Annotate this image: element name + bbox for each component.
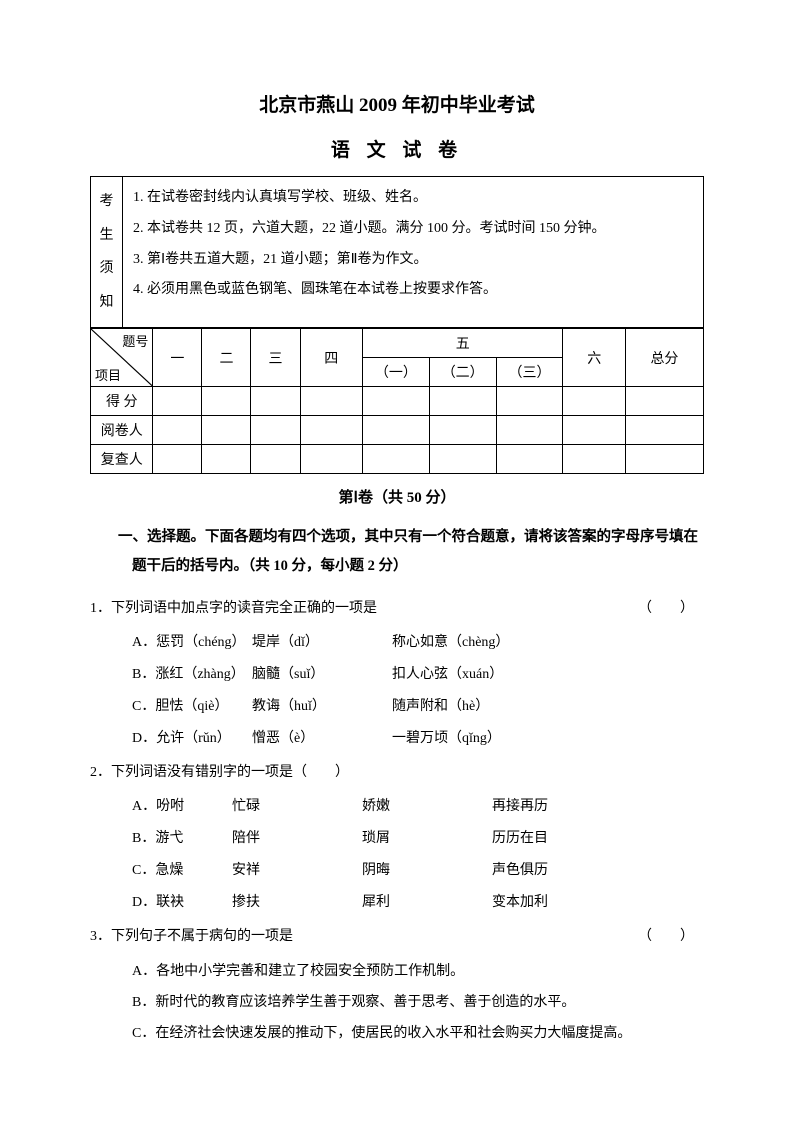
option-row: C．胆怯（qiè） 教诲（huǐ） 随声附和（hè） <box>90 693 704 721</box>
option: 扣人心弦（xuán） <box>392 661 552 689</box>
instruction-content: 1. 在试卷密封线内认真填写学校、班级、姓名。 2. 本试卷共 12 页，六道大… <box>123 177 704 328</box>
option: A．各地中小学完善和建立了校园安全预防工作机制。 <box>90 957 704 988</box>
option: 脑髓（suǐ） <box>252 661 392 689</box>
row-label: 得 分 <box>91 387 153 416</box>
col-header: 四 <box>300 329 362 387</box>
col-header-total: 总分 <box>625 329 703 387</box>
option: 掺扶 <box>232 889 362 917</box>
diag-cell: 题号 项目 <box>91 329 153 387</box>
col-header: 六 <box>563 329 625 387</box>
option: 历历在目 <box>492 825 622 853</box>
q1-stem-text: 1．下列词语中加点字的读音完全正确的一项是 <box>90 601 377 616</box>
answer-paren: （ ） <box>638 923 694 951</box>
col-header: 一 <box>153 329 202 387</box>
option-row: B．游弋 陪伴 琐屑 历历在目 <box>90 825 704 853</box>
option: A．惩罚（chéng） <box>132 629 252 657</box>
answer-paren: （ ） <box>638 595 694 623</box>
question-1: 1．下列词语中加点字的读音完全正确的一项是 （ ） A．惩罚（chéng） 堤岸… <box>90 595 704 753</box>
diag-top: 题号 <box>122 331 148 350</box>
option: 再接再历 <box>492 793 622 821</box>
col-sub: （三） <box>496 358 563 387</box>
option: C．在经济社会快速发展的推动下，使居民的收入水平和社会购买力大幅度提高。 <box>90 1019 704 1050</box>
option: 堤岸（dǐ） <box>252 629 392 657</box>
col-header-5: 五 <box>362 329 563 358</box>
option: B．涨红（zhàng） <box>132 661 252 689</box>
col-header: 三 <box>251 329 300 387</box>
option-row: A．吩咐 忙碌 娇嫩 再接再历 <box>90 793 704 821</box>
option: B．游弋 <box>132 825 232 853</box>
option: A．吩咐 <box>132 793 232 821</box>
instruction-label: 考生须知 <box>91 177 123 328</box>
option: 一碧万顷（qǐng） <box>392 725 552 753</box>
option: 犀利 <box>362 889 492 917</box>
option: 忙碌 <box>232 793 362 821</box>
option-row: D．允许（rǔn） 憎恶（è） 一碧万顷（qǐng） <box>90 725 704 753</box>
option: 随声附和（hè） <box>392 693 552 721</box>
option-row: D．联袂 掺扶 犀利 变本加利 <box>90 889 704 917</box>
option: 安祥 <box>232 857 362 885</box>
section-1-title: 一、选择题。下面各题均有四个选项，其中只有一个符合题意，请将该答案的字母序号填在… <box>90 523 704 581</box>
option-row: C．急燥 安祥 阴晦 声色俱历 <box>90 857 704 885</box>
q2-stem: 2．下列词语没有错别字的一项是（ ） <box>90 759 704 787</box>
option-row: B．涨红（zhàng） 脑髓（suǐ） 扣人心弦（xuán） <box>90 661 704 689</box>
option: D．允许（rǔn） <box>132 725 252 753</box>
option: C．胆怯（qiè） <box>132 693 252 721</box>
option: 娇嫩 <box>362 793 492 821</box>
score-table: 题号 项目 一 二 三 四 五 六 总分 （一） （二） （三） 得 分 阅卷人… <box>90 328 704 474</box>
option: 阴晦 <box>362 857 492 885</box>
row-label: 阅卷人 <box>91 416 153 445</box>
option: 琐屑 <box>362 825 492 853</box>
instruction-item: 4. 必须用黑色或蓝色钢笔、圆珠笔在本试卷上按要求作答。 <box>133 275 693 306</box>
title-main: 北京市燕山 2009 年初中毕业考试 <box>90 90 704 117</box>
q3-stem-text: 3．下列句子不属于病句的一项是 <box>90 929 293 944</box>
col-sub: （一） <box>362 358 429 387</box>
col-sub: （二） <box>429 358 496 387</box>
option: D．联袂 <box>132 889 232 917</box>
option: 称心如意（chèng） <box>392 629 552 657</box>
option: B．新时代的教育应该培养学生善于观察、善于思考、善于创造的水平。 <box>90 988 704 1019</box>
instruction-item: 1. 在试卷密封线内认真填写学校、班级、姓名。 <box>133 183 693 214</box>
option: 变本加利 <box>492 889 622 917</box>
option: C．急燥 <box>132 857 232 885</box>
col-header: 二 <box>202 329 251 387</box>
diag-bot: 项目 <box>95 365 121 384</box>
instruction-item: 2. 本试卷共 12 页，六道大题，22 道小题。满分 100 分。考试时间 1… <box>133 214 693 245</box>
option: 教诲（huǐ） <box>252 693 392 721</box>
row-label: 复查人 <box>91 445 153 474</box>
option: 憎恶（è） <box>252 725 392 753</box>
part-header: 第Ⅰ卷（共 50 分） <box>90 486 704 507</box>
title-sub: 语 文 试 卷 <box>90 135 704 162</box>
question-2: 2．下列词语没有错别字的一项是（ ） A．吩咐 忙碌 娇嫩 再接再历 B．游弋 … <box>90 759 704 917</box>
instruction-item: 3. 第Ⅰ卷共五道大题，21 道小题；第Ⅱ卷为作文。 <box>133 245 693 276</box>
question-3: 3．下列句子不属于病句的一项是 （ ） A．各地中小学完善和建立了校园安全预防工… <box>90 923 704 1049</box>
option: 声色俱历 <box>492 857 622 885</box>
option: 陪伴 <box>232 825 362 853</box>
instruction-table: 考生须知 1. 在试卷密封线内认真填写学校、班级、姓名。 2. 本试卷共 12 … <box>90 176 704 328</box>
q3-stem: 3．下列句子不属于病句的一项是 （ ） <box>90 923 704 951</box>
option-row: A．惩罚（chéng） 堤岸（dǐ） 称心如意（chèng） <box>90 629 704 657</box>
q1-stem: 1．下列词语中加点字的读音完全正确的一项是 （ ） <box>90 595 704 623</box>
